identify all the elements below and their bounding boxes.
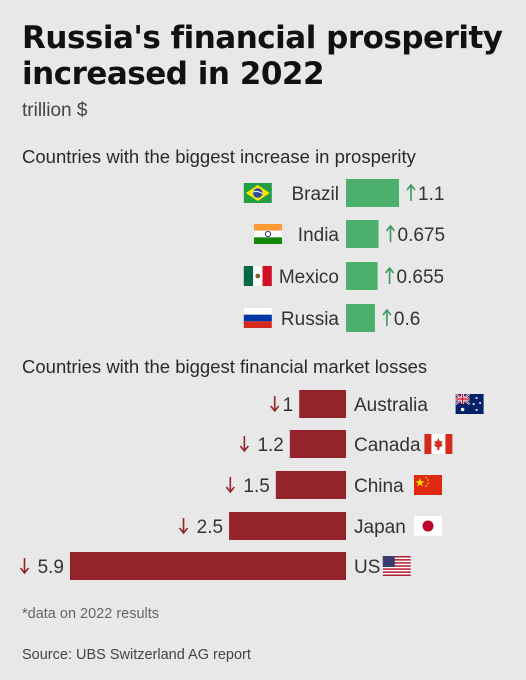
up-arrow-icon xyxy=(382,308,392,326)
down-arrow-icon xyxy=(178,518,189,535)
loss-country-label: Japan xyxy=(354,517,406,538)
gain-value-label: 0.655 xyxy=(397,267,445,288)
down-arrow-icon xyxy=(239,436,249,453)
canada-flag-icon xyxy=(424,434,453,454)
loss-bar xyxy=(275,471,346,499)
loss-bar xyxy=(229,512,346,540)
china-flag-icon xyxy=(414,475,442,495)
chart-title: Russia's financial prosperity increased … xyxy=(22,20,503,92)
brazil-flag-icon xyxy=(243,183,272,203)
footnote: *data on 2022 results xyxy=(22,606,160,622)
loss-section-title: Countries with the biggest financial mar… xyxy=(22,356,428,377)
japan-flag-icon xyxy=(414,516,442,536)
loss-country-label: US xyxy=(354,557,380,578)
mexico-flag-icon xyxy=(243,266,272,286)
gain-bar xyxy=(346,262,378,290)
loss-value-label: 2.5 xyxy=(197,517,223,538)
chart-subtitle: trillion $ xyxy=(22,100,88,121)
gain-section-title: Countries with the biggest increase in p… xyxy=(22,146,416,167)
down-arrow-icon xyxy=(225,477,235,494)
loss-country-label: China xyxy=(354,476,404,497)
loss-value-label: 5.9 xyxy=(38,557,64,578)
up-arrow-icon xyxy=(406,183,416,201)
loss-bar xyxy=(299,390,346,418)
loss-value-label: 1 xyxy=(283,395,294,416)
us-flag-icon xyxy=(382,556,411,576)
loss-value-label: 1.2 xyxy=(257,435,283,456)
gain-bar xyxy=(346,179,399,207)
gain-value-label: 1.1 xyxy=(418,184,444,205)
loss-value-label: 1.5 xyxy=(243,476,269,497)
gain-value-label: 0.6 xyxy=(394,309,420,330)
source-note: Source: UBS Switzerland AG report xyxy=(22,647,251,663)
gain-country-label: Mexico xyxy=(279,267,339,288)
loss-bar xyxy=(70,552,346,580)
gain-country-label: Brazil xyxy=(291,184,339,205)
loss-bar xyxy=(289,430,346,458)
australia-flag-icon xyxy=(455,393,484,414)
up-arrow-icon xyxy=(385,224,396,242)
down-arrow-icon xyxy=(270,396,280,413)
up-arrow-icon xyxy=(384,266,395,284)
gain-country-label: India xyxy=(298,225,340,246)
down-arrow-icon xyxy=(19,558,30,575)
loss-country-label: Australia xyxy=(354,395,428,416)
gain-value-label: 0.675 xyxy=(398,225,446,246)
gain-bar xyxy=(346,220,379,248)
india-flag-icon xyxy=(254,224,282,244)
loss-country-label: Canada xyxy=(354,435,421,456)
russia-flag-icon xyxy=(243,308,272,328)
gain-country-label: Russia xyxy=(281,309,340,330)
gain-bar xyxy=(346,304,375,332)
